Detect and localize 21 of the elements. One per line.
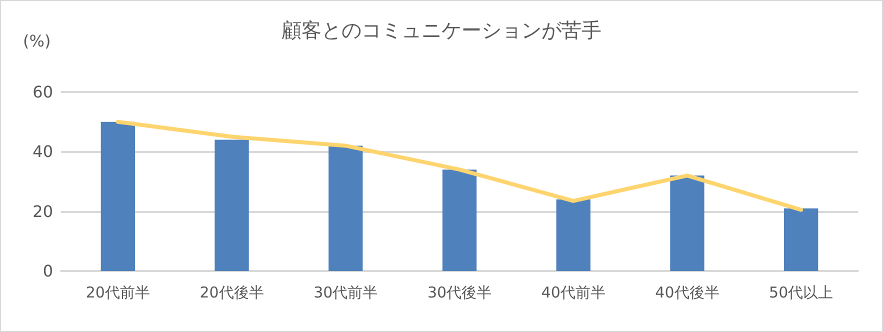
bar [556,199,590,271]
bar [214,140,249,271]
x-tick-label: 30代前半 [314,284,378,302]
x-tick-label: 20代前半 [86,284,150,302]
y-tick-label: 60 [32,82,53,102]
bar [100,122,136,271]
bar [442,170,477,271]
x-tick-label: 20代後半 [200,284,264,302]
x-tick-label: 40代後半 [655,284,720,302]
y-tick-label: 40 [32,142,53,162]
x-tick-label: 30代後半 [427,284,492,302]
y-tick-label: 20 [32,202,53,221]
y-tick-label: 0 [42,262,53,280]
y-axis-title: (%) [23,32,51,50]
x-tick-label: 40代前半 [541,284,606,302]
bar [784,208,818,271]
bar [670,176,704,271]
line-series [116,120,804,212]
bar [328,146,363,271]
x-tick-label: 50代以上 [769,284,834,302]
chart-title: 顧客とのコミュニケーションが苦手 [282,18,602,42]
